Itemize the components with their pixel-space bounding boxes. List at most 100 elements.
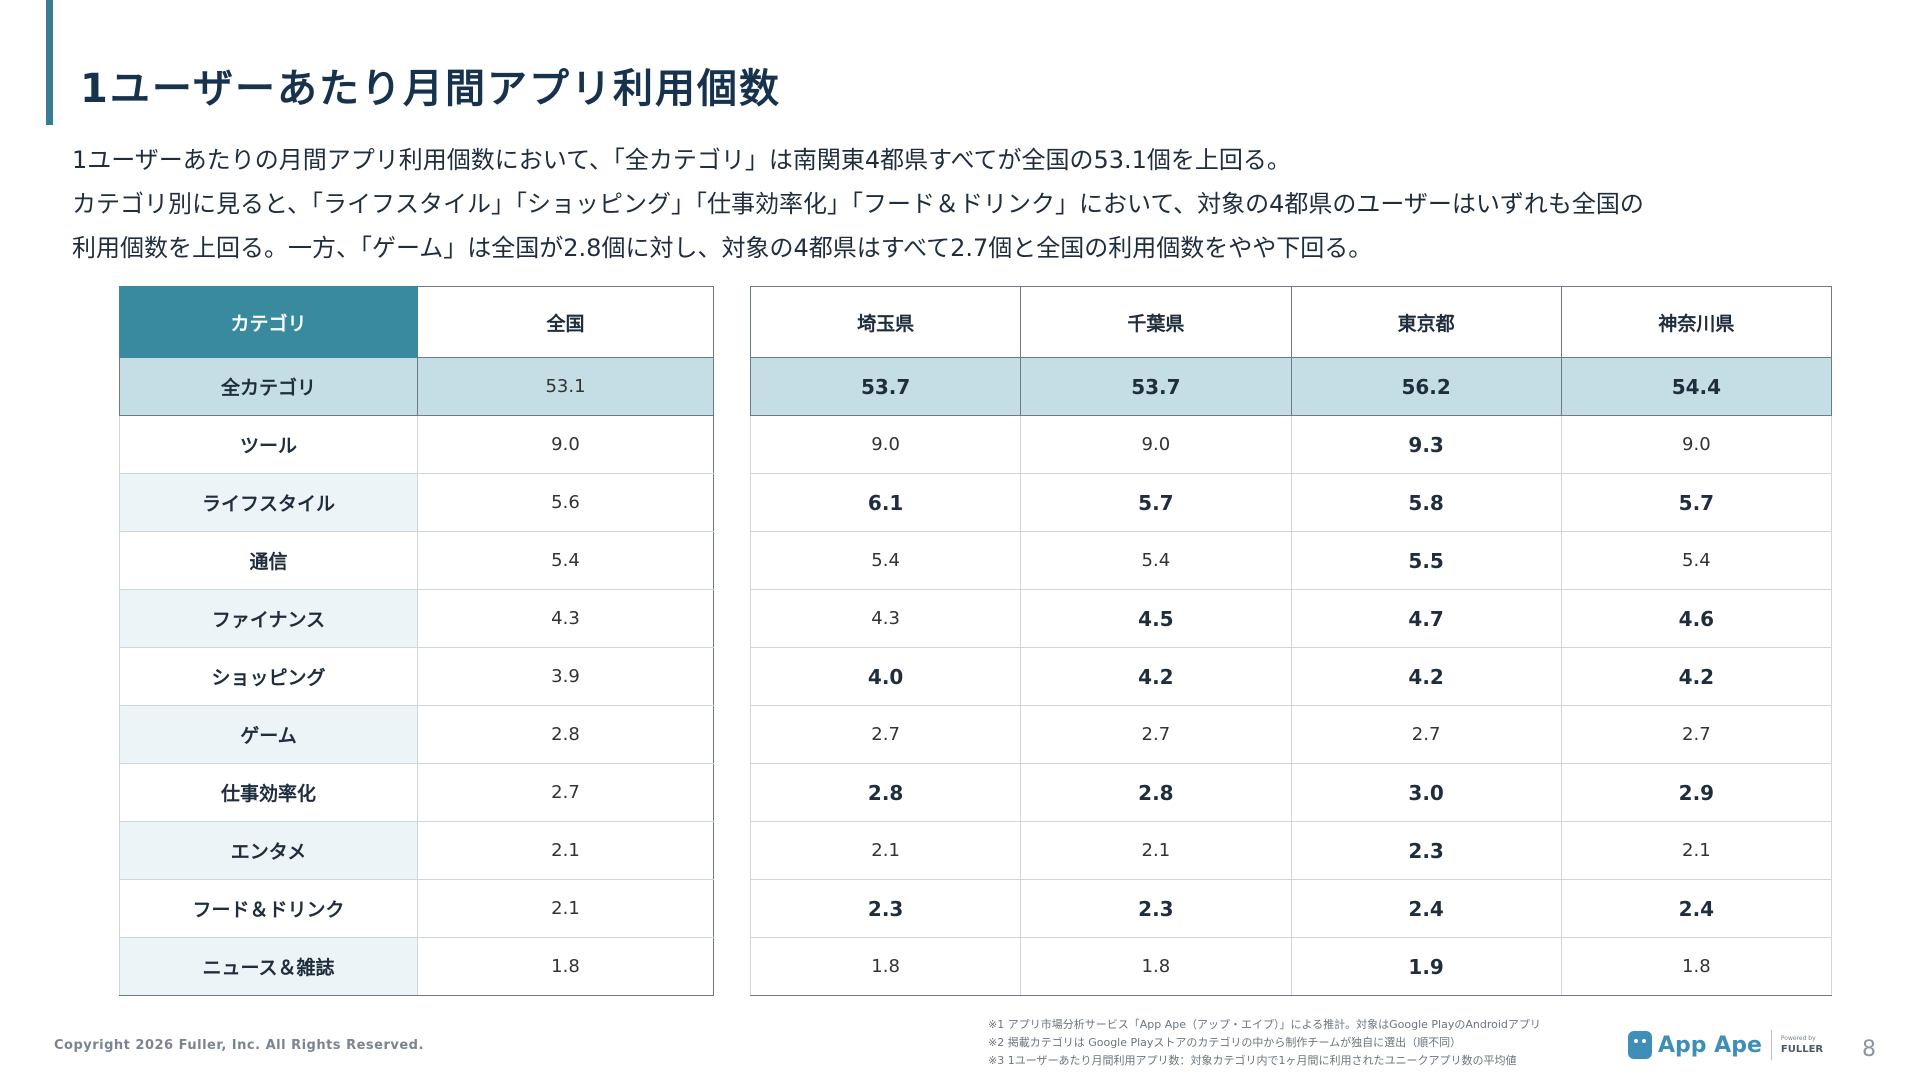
page-number: 8 bbox=[1862, 1037, 1876, 1062]
prefecture-value-cell: 5.4 bbox=[1020, 531, 1292, 590]
header-saitama: 埼玉県 bbox=[749, 286, 1022, 358]
prefecture-value-cell: 2.4 bbox=[1290, 879, 1562, 938]
prefecture-value-cell: 4.0 bbox=[749, 647, 1022, 706]
national-value-cell: 4.3 bbox=[417, 589, 714, 648]
prefecture-value-cell: 2.8 bbox=[749, 763, 1022, 822]
prefecture-value-cell: 2.7 bbox=[1020, 705, 1292, 764]
description-line: カテゴリ別に見ると、「ライフスタイル」「ショッピング」「仕事効率化」「フード＆ド… bbox=[72, 190, 1644, 218]
title-accent-bar bbox=[46, 0, 53, 125]
table-header-row: 埼玉県 千葉県 東京都 神奈川県 bbox=[749, 286, 1833, 358]
table-row: ツール 9.0 bbox=[119, 415, 714, 474]
prefecture-value-cell: 5.8 bbox=[1290, 473, 1562, 532]
table-row: 4.3 4.5 4.7 4.6 bbox=[749, 589, 1833, 648]
table-row: ライフスタイル 5.6 bbox=[119, 473, 714, 532]
table-row: 53.7 53.7 56.2 54.4 bbox=[749, 357, 1833, 416]
prefecture-value-cell: 9.0 bbox=[749, 415, 1022, 474]
prefecture-value-cell: 2.1 bbox=[749, 821, 1022, 880]
prefecture-value-cell: 2.3 bbox=[749, 879, 1022, 938]
prefecture-table: 埼玉県 千葉県 東京都 神奈川県 53.7 53.7 56.2 54.4 9.0 9.0 9… bbox=[749, 286, 1833, 996]
prefecture-value-cell: 2.1 bbox=[1020, 821, 1292, 880]
prefecture-value-cell: 2.7 bbox=[1290, 705, 1562, 764]
table-row: ショッピング 3.9 bbox=[119, 647, 714, 706]
category-cell: ニュース＆雑誌 bbox=[119, 937, 418, 996]
table-row: 2.8 2.8 3.0 2.9 bbox=[749, 763, 1833, 822]
prefecture-value-cell: 56.2 bbox=[1290, 357, 1562, 416]
category-cell: エンタメ bbox=[119, 821, 418, 880]
table-row: 仕事効率化 2.7 bbox=[119, 763, 714, 822]
prefecture-value-cell: 5.7 bbox=[1020, 473, 1292, 532]
header-category: カテゴリ bbox=[119, 286, 418, 358]
logo-divider bbox=[1770, 1030, 1772, 1060]
prefecture-value-cell: 3.0 bbox=[1290, 763, 1562, 822]
table-row: 6.1 5.7 5.8 5.7 bbox=[749, 473, 1833, 532]
category-cell: ツール bbox=[119, 415, 418, 474]
prefecture-value-cell: 2.1 bbox=[1560, 821, 1833, 880]
national-value-cell: 3.9 bbox=[417, 647, 714, 706]
header-national: 全国 bbox=[417, 286, 714, 358]
brand-logo: App Ape Powered by FULLER bbox=[1628, 1030, 1823, 1060]
prefecture-value-cell: 9.0 bbox=[1020, 415, 1292, 474]
description: 1ユーザーあたりの月間アプリ利用個数において、「全カテゴリ」は南関東4都県すべて… bbox=[72, 138, 1862, 270]
prefecture-value-cell: 5.5 bbox=[1290, 531, 1562, 590]
prefecture-value-cell: 4.3 bbox=[749, 589, 1022, 648]
powered-by-block: Powered by FULLER bbox=[1780, 1034, 1824, 1055]
category-cell: 通信 bbox=[119, 531, 418, 590]
prefecture-value-cell: 4.7 bbox=[1290, 589, 1562, 648]
prefecture-value-cell: 2.7 bbox=[749, 705, 1022, 764]
prefecture-value-cell: 2.4 bbox=[1560, 879, 1833, 938]
prefecture-value-cell: 5.4 bbox=[749, 531, 1022, 590]
table-row: 全カテゴリ 53.1 bbox=[119, 357, 714, 416]
header-chiba: 千葉県 bbox=[1020, 286, 1292, 358]
footnote: ※2 掲載カテゴリは Google Playストアのカテゴリの中から制作チームが… bbox=[988, 1036, 1462, 1049]
table-row: ファイナンス 4.3 bbox=[119, 589, 714, 648]
prefecture-value-cell: 54.4 bbox=[1560, 357, 1833, 416]
app-ape-icon bbox=[1628, 1031, 1652, 1059]
table-row: フード＆ドリンク 2.1 bbox=[119, 879, 714, 938]
category-cell: 全カテゴリ bbox=[119, 357, 418, 416]
prefecture-value-cell: 4.2 bbox=[1020, 647, 1292, 706]
national-value-cell: 5.4 bbox=[417, 531, 714, 590]
national-table: カテゴリ 全国 全カテゴリ 53.1 ツール 9.0 ライフスタイル 5.6 通信 5.4 ファ… bbox=[119, 286, 714, 996]
table-row: ゲーム 2.8 bbox=[119, 705, 714, 764]
prefecture-value-cell: 2.3 bbox=[1020, 879, 1292, 938]
brand-name: App Ape bbox=[1658, 1032, 1762, 1058]
powered-by-label: Powered by bbox=[1780, 1034, 1816, 1042]
description-line: 1ユーザーあたりの月間アプリ利用個数において、「全カテゴリ」は南関東4都県すべて… bbox=[72, 146, 1291, 174]
category-cell: フード＆ドリンク bbox=[119, 879, 418, 938]
national-value-cell: 53.1 bbox=[417, 357, 714, 416]
table-row: 2.1 2.1 2.3 2.1 bbox=[749, 821, 1833, 880]
table-row: 5.4 5.4 5.5 5.4 bbox=[749, 531, 1833, 590]
category-cell: ゲーム bbox=[119, 705, 418, 764]
prefecture-value-cell: 5.7 bbox=[1560, 473, 1833, 532]
prefecture-value-cell: 2.3 bbox=[1290, 821, 1562, 880]
prefecture-value-cell: 1.8 bbox=[1560, 937, 1833, 996]
prefecture-value-cell: 2.8 bbox=[1020, 763, 1292, 822]
prefecture-value-cell: 9.0 bbox=[1560, 415, 1833, 474]
category-cell: ファイナンス bbox=[119, 589, 418, 648]
page-title: 1ユーザーあたり月間アプリ利用個数 bbox=[80, 66, 782, 112]
prefecture-value-cell: 2.9 bbox=[1560, 763, 1833, 822]
prefecture-value-cell: 4.5 bbox=[1020, 589, 1292, 648]
table-row: 9.0 9.0 9.3 9.0 bbox=[749, 415, 1833, 474]
description-line: 利用個数を上回る。一方、「ゲーム」は全国が2.8個に対し、対象の4都県はすべて2… bbox=[72, 234, 1373, 262]
prefecture-value-cell: 6.1 bbox=[749, 473, 1022, 532]
national-value-cell: 2.7 bbox=[417, 763, 714, 822]
prefecture-value-cell: 1.8 bbox=[1020, 937, 1292, 996]
prefecture-value-cell: 1.8 bbox=[749, 937, 1022, 996]
fuller-logo: FULLER bbox=[1780, 1043, 1824, 1055]
prefecture-value-cell: 9.3 bbox=[1290, 415, 1562, 474]
national-value-cell: 1.8 bbox=[417, 937, 714, 996]
prefecture-value-cell: 1.9 bbox=[1290, 937, 1562, 996]
table-row: エンタメ 2.1 bbox=[119, 821, 714, 880]
header-tokyo: 東京都 bbox=[1290, 286, 1562, 358]
table-row: 2.3 2.3 2.4 2.4 bbox=[749, 879, 1833, 938]
table-row: 4.0 4.2 4.2 4.2 bbox=[749, 647, 1833, 706]
table-header-row: カテゴリ 全国 bbox=[119, 286, 714, 358]
header-kanagawa: 神奈川県 bbox=[1560, 286, 1833, 358]
copyright: Copyright 2026 Fuller, Inc. All Rights R… bbox=[54, 1038, 424, 1053]
category-cell: ショッピング bbox=[119, 647, 418, 706]
prefecture-value-cell: 4.2 bbox=[1290, 647, 1562, 706]
footnote: ※3 1ユーザーあたり月間利用アプリ数：対象カテゴリ内で1ヶ月間に利用されたユニ… bbox=[988, 1054, 1517, 1067]
prefecture-value-cell: 53.7 bbox=[1020, 357, 1292, 416]
prefecture-value-cell: 5.4 bbox=[1560, 531, 1833, 590]
